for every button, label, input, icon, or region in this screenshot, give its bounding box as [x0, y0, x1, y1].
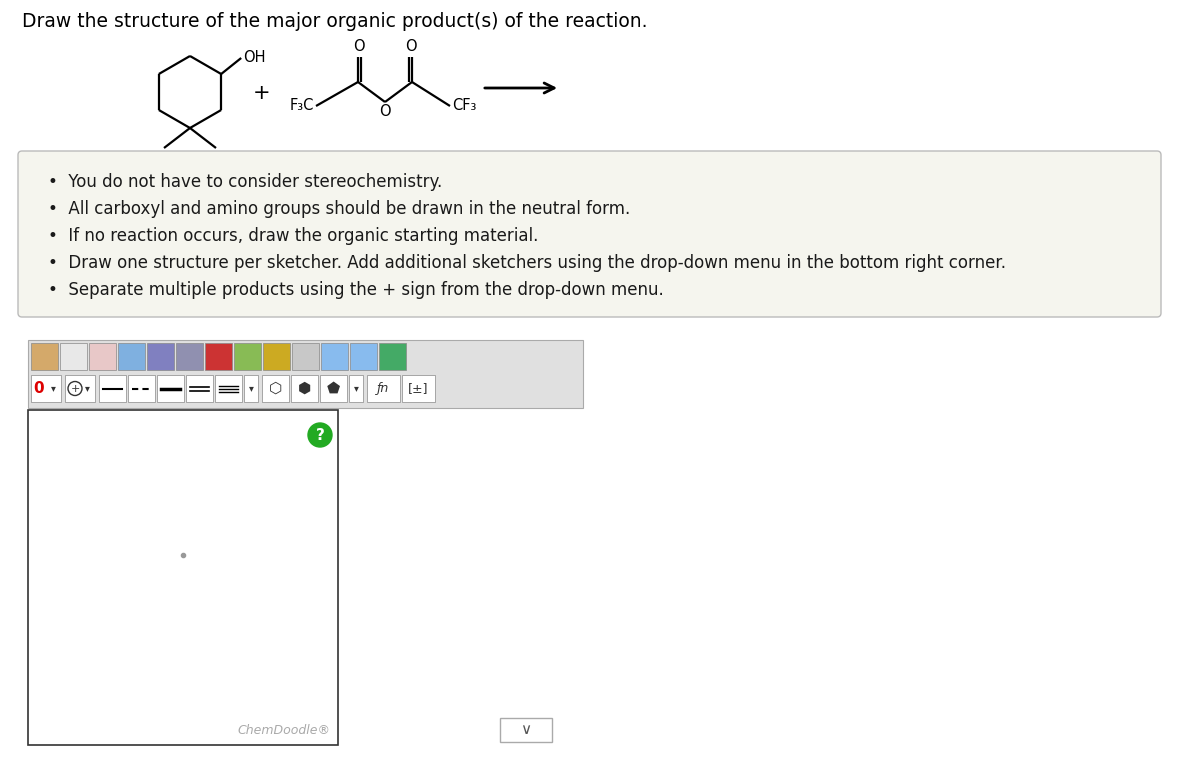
Text: •  If no reaction occurs, draw the organic starting material.: • If no reaction occurs, draw the organi…: [48, 227, 538, 245]
Text: •  Draw one structure per sketcher. Add additional sketchers using the drop-down: • Draw one structure per sketcher. Add a…: [48, 254, 1006, 272]
Bar: [262, 343, 290, 370]
Text: O: O: [379, 104, 391, 119]
Bar: [291, 375, 318, 402]
Bar: [60, 343, 87, 370]
FancyBboxPatch shape: [18, 151, 1161, 317]
Bar: [234, 343, 261, 370]
Bar: [65, 375, 95, 402]
Text: ?: ?: [315, 428, 325, 443]
Text: ⬟: ⬟: [327, 381, 340, 396]
Bar: [28, 410, 338, 745]
Bar: [118, 343, 145, 370]
Bar: [500, 718, 552, 742]
Bar: [99, 375, 126, 402]
Bar: [292, 343, 319, 370]
Bar: [350, 375, 363, 402]
Bar: [321, 343, 348, 370]
Text: O: O: [405, 39, 417, 54]
Bar: [350, 343, 377, 370]
Text: ⬢: ⬢: [298, 381, 311, 396]
Text: Draw the structure of the major organic product(s) of the reaction.: Draw the structure of the major organic …: [22, 12, 647, 31]
Text: F₃C: F₃C: [290, 98, 314, 114]
Bar: [28, 340, 583, 408]
Text: ▾: ▾: [353, 384, 359, 394]
Bar: [177, 343, 202, 370]
Text: ⬡: ⬡: [268, 381, 282, 396]
Bar: [215, 375, 242, 402]
Text: ChemDoodle®: ChemDoodle®: [237, 724, 330, 737]
Text: 0: 0: [34, 381, 45, 396]
Text: ƒn: ƒn: [378, 382, 390, 395]
Bar: [403, 375, 435, 402]
Text: ∨: ∨: [520, 723, 532, 738]
Text: CF₃: CF₃: [452, 98, 477, 114]
Bar: [31, 375, 61, 402]
Circle shape: [308, 423, 332, 447]
Text: •  You do not have to consider stereochemistry.: • You do not have to consider stereochem…: [48, 173, 443, 191]
Text: ▾: ▾: [85, 384, 89, 394]
Bar: [262, 375, 290, 402]
Text: •  All carboxyl and amino groups should be drawn in the neutral form.: • All carboxyl and amino groups should b…: [48, 200, 630, 218]
Bar: [31, 343, 58, 370]
Text: ▾: ▾: [51, 384, 55, 394]
Bar: [128, 375, 155, 402]
Text: •  Separate multiple products using the + sign from the drop-down menu.: • Separate multiple products using the +…: [48, 281, 664, 299]
Text: OH: OH: [244, 50, 266, 65]
Text: ▾: ▾: [248, 384, 253, 394]
Bar: [320, 375, 347, 402]
Bar: [157, 375, 184, 402]
Text: [±]: [±]: [408, 382, 428, 395]
Bar: [147, 343, 174, 370]
Bar: [244, 375, 258, 402]
Bar: [205, 343, 232, 370]
Bar: [379, 343, 406, 370]
Bar: [367, 375, 400, 402]
Text: O: O: [353, 39, 365, 54]
Bar: [89, 343, 117, 370]
Text: +: +: [71, 384, 80, 394]
Bar: [186, 375, 213, 402]
Text: +: +: [253, 83, 271, 103]
